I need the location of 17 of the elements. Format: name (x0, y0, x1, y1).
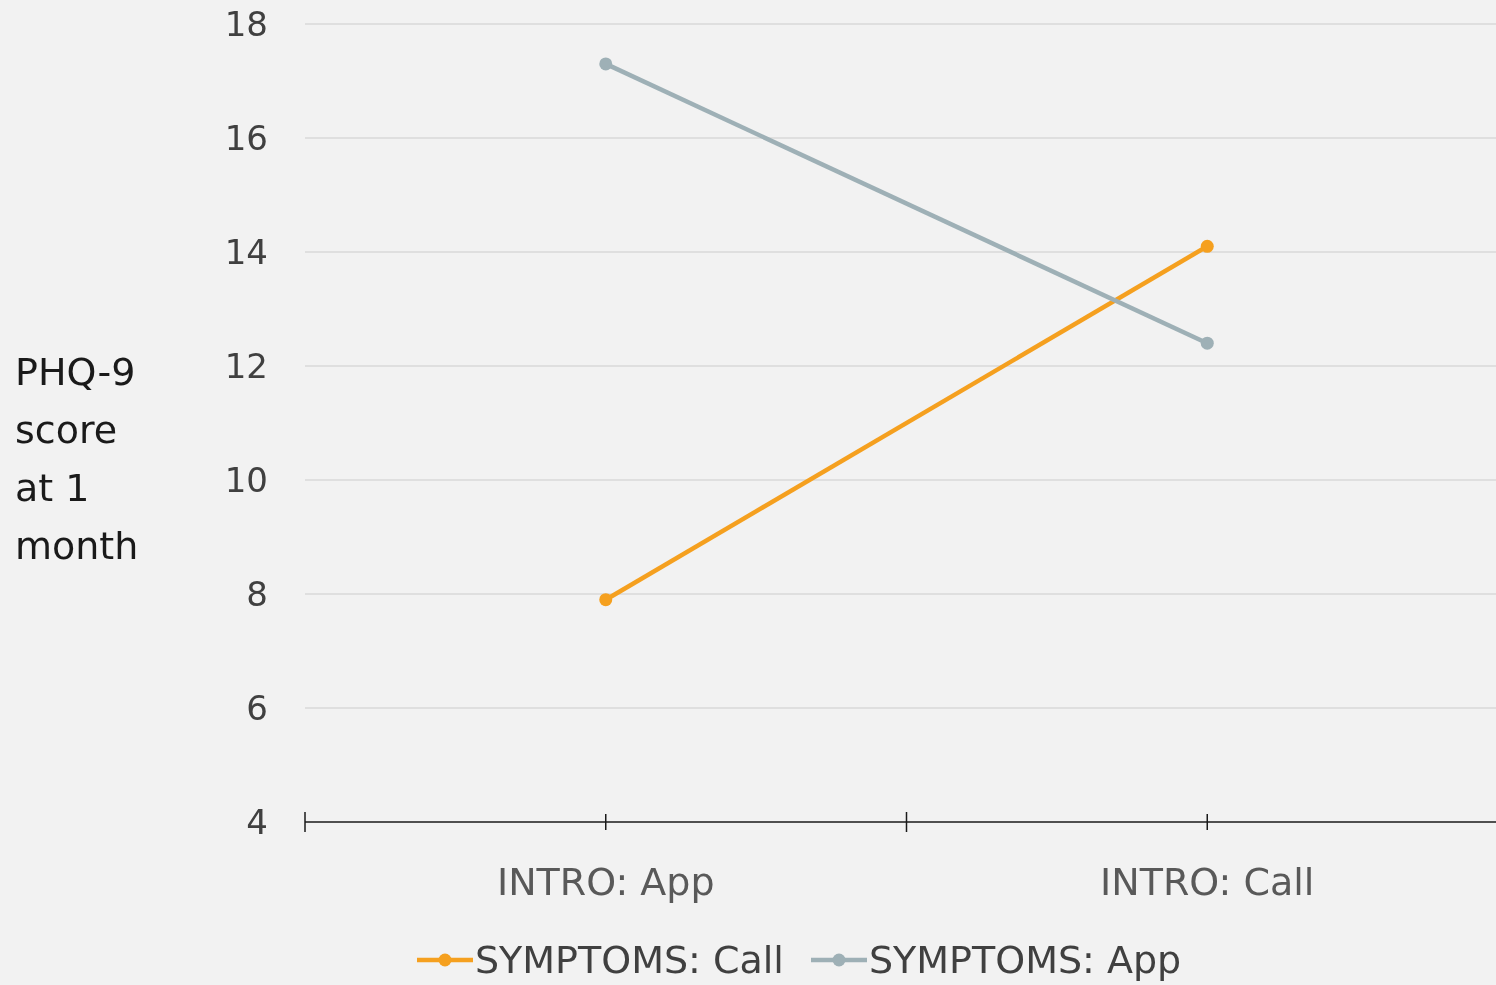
legend-label: SYMPTOMS: App (869, 938, 1182, 983)
y-tick-label: 10 (224, 459, 268, 500)
point (1200, 336, 1214, 350)
point (599, 593, 613, 607)
point (1200, 239, 1214, 253)
y-tick-label: 4 (246, 801, 268, 842)
y-tick-label: 18 (224, 3, 268, 44)
x-tick-label: INTRO: Call (1100, 860, 1315, 905)
x-tick-label: INTRO: App (496, 860, 715, 905)
y-tick-label: 6 (246, 687, 268, 728)
y-tick-label: 12 (224, 345, 268, 386)
y-tick-label: 14 (224, 231, 268, 272)
y-axis-title: PHQ-9 score at 1 month (15, 350, 139, 569)
legend-label: SYMPTOMS: Call (475, 938, 784, 983)
point (599, 57, 613, 71)
y-tick-label: 16 (224, 117, 268, 158)
y-tick-label: 8 (246, 573, 268, 614)
